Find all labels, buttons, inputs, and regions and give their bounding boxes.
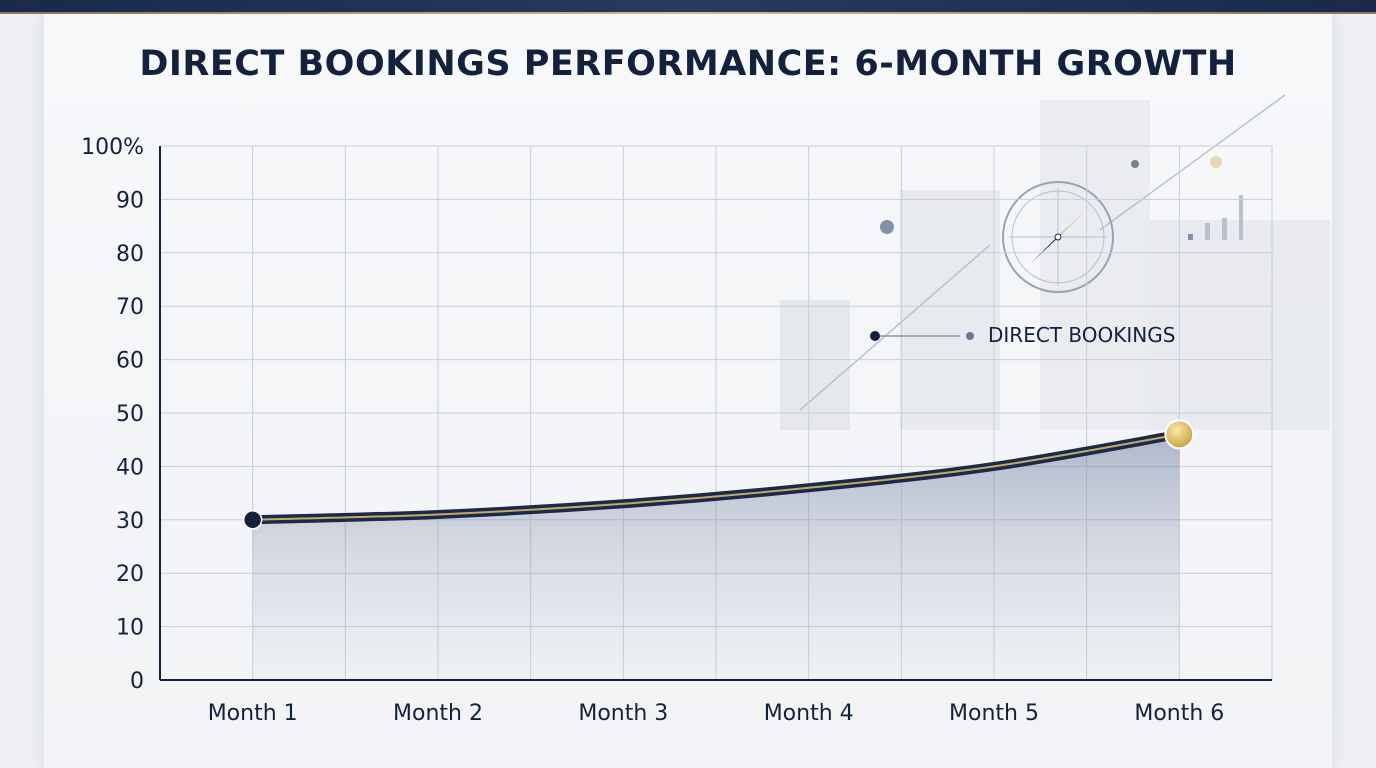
mini-bar: [1188, 234, 1193, 240]
y-tick-label: 40: [116, 455, 144, 480]
legend-start-dot: [870, 331, 880, 341]
series-highlight-line: [251, 433, 1181, 521]
chart-title: DIRECT BOOKINGS PERFORMANCE: 6-MONTH GRO…: [139, 44, 1237, 84]
y-tick-label: 80: [116, 242, 144, 267]
series-direct-bookings: [248, 429, 1184, 525]
y-tick-label: 60: [116, 349, 144, 374]
x-axis-ticks: Month 1 Month 2 Month 3 Month 4 Month 5 Month…: [208, 701, 1225, 726]
building-shape: [900, 190, 1000, 430]
area-fill: [252, 434, 1180, 680]
decorative-background: [780, 94, 1330, 430]
area-under-line: [252, 434, 1180, 680]
deco-dot: [880, 220, 894, 234]
deco-dot: [1210, 156, 1222, 168]
trend-deco-line: [1099, 94, 1286, 231]
top-accent-line: [0, 12, 1376, 14]
building-shape: [1150, 220, 1330, 430]
y-tick-label: 0: [130, 669, 144, 694]
y-tick-label: 50: [116, 402, 144, 427]
building-shape: [780, 300, 850, 430]
trend-deco-line: [799, 244, 991, 411]
y-tick-label: 100%: [81, 135, 144, 160]
data-point-start: [242, 510, 263, 530]
mini-bar: [1222, 218, 1227, 240]
legend-label: DIRECT BOOKINGS: [988, 323, 1175, 347]
x-tick-label: Month 4: [764, 701, 854, 726]
top-accent-bar: [0, 0, 1376, 12]
axes: [159, 146, 1272, 681]
legend-marker: [966, 332, 974, 340]
y-tick-label: 20: [116, 562, 144, 587]
x-tick-label: Month 3: [578, 701, 668, 726]
mini-bar: [1239, 195, 1243, 240]
compass-icon: [1002, 181, 1114, 293]
data-point-end: [1164, 419, 1195, 450]
legend: DIRECT BOOKINGS: [870, 323, 1175, 347]
mini-bar: [1205, 223, 1210, 240]
y-axis-ticks: 0 10 20 30 40 50 60 70 80 90 100%: [81, 135, 144, 694]
x-tick-label: Month 6: [1134, 701, 1224, 726]
x-tick-label: Month 2: [393, 701, 483, 726]
deco-dot: [1131, 160, 1139, 168]
y-tick-label: 10: [116, 616, 144, 641]
data-points: [242, 419, 1195, 530]
y-tick-label: 90: [116, 188, 144, 213]
y-tick-label: 70: [116, 295, 144, 320]
x-tick-label: Month 5: [949, 701, 1039, 726]
y-tick-label: 30: [116, 509, 144, 534]
x-tick-label: Month 1: [208, 701, 298, 726]
